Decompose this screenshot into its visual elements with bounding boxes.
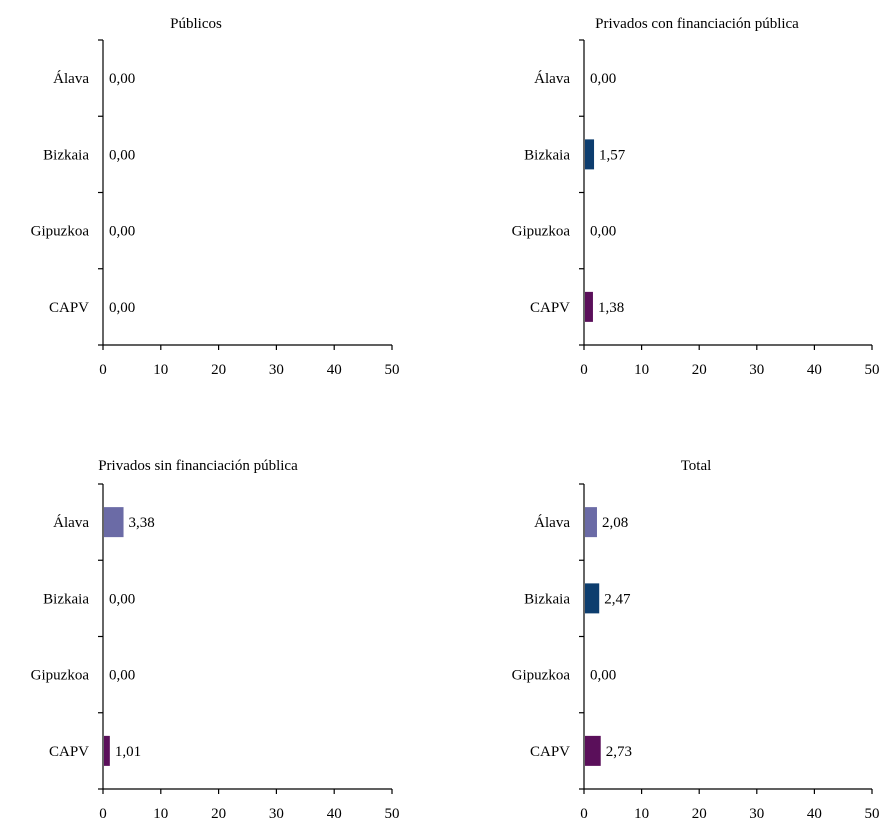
x-tick-label: 40 xyxy=(807,806,822,822)
x-tick-label: 20 xyxy=(211,362,226,378)
x-tick-label: 10 xyxy=(634,362,649,378)
x-tick-label: 50 xyxy=(865,806,880,822)
category-label-gipuzkoa: Gipuzkoa xyxy=(512,668,571,684)
bar-capv xyxy=(585,735,601,766)
x-tick-label: 50 xyxy=(385,806,400,822)
chart-title: Privados con financiación pública xyxy=(595,16,799,32)
category-label-capv: CAPV xyxy=(530,744,570,760)
value-label-gipuzkoa: 0,00 xyxy=(109,668,135,684)
value-label-alava: 3,38 xyxy=(129,515,155,531)
chart-title: Públicos xyxy=(170,16,222,32)
bar-bizkaia xyxy=(585,583,600,614)
category-label-capv: CAPV xyxy=(49,744,89,760)
x-tick-label: 0 xyxy=(99,806,107,822)
category-label-alava: Álava xyxy=(53,70,89,87)
chart-title: Total xyxy=(681,458,712,474)
x-tick-label: 0 xyxy=(580,362,588,378)
x-tick-label: 10 xyxy=(634,806,649,822)
x-tick-label: 40 xyxy=(327,806,342,822)
chart-panel-privados-con-financiacion: Privados con financiación pública 0 10 20 30… xyxy=(512,16,880,378)
x-tick-label: 40 xyxy=(327,362,342,378)
category-label-gipuzkoa: Gipuzkoa xyxy=(512,224,571,240)
category-label-alava: Álava xyxy=(53,514,89,531)
x-tick-label: 20 xyxy=(692,362,707,378)
bar-capv xyxy=(585,291,593,322)
x-tick-label: 30 xyxy=(749,362,764,378)
category-label-capv: CAPV xyxy=(530,300,570,316)
category-label-bizkaia: Bizkaia xyxy=(43,591,89,607)
category-label-gipuzkoa: Gipuzkoa xyxy=(31,224,90,240)
bar-alava xyxy=(104,507,124,538)
value-label-capv: 1,38 xyxy=(598,300,624,316)
value-label-gipuzkoa: 0,00 xyxy=(590,224,616,240)
x-tick-label: 10 xyxy=(153,362,168,378)
chart-panel-publicos: Públicos 0 10 20 30 40 50 Álava 0,00 Bizkaia 0,00 G… xyxy=(31,16,400,378)
value-label-alava: 2,08 xyxy=(602,515,628,531)
x-tick-label: 0 xyxy=(99,362,107,378)
x-tick-label: 50 xyxy=(385,362,400,378)
x-tick-label: 20 xyxy=(692,806,707,822)
value-label-bizkaia: 0,00 xyxy=(109,591,135,607)
category-label-gipuzkoa: Gipuzkoa xyxy=(31,668,90,684)
value-label-bizkaia: 2,47 xyxy=(604,591,631,607)
category-label-bizkaia: Bizkaia xyxy=(524,147,570,163)
bar-alava xyxy=(585,507,597,538)
value-label-alava: 0,00 xyxy=(590,71,616,87)
category-label-bizkaia: Bizkaia xyxy=(524,591,570,607)
bar-bizkaia xyxy=(585,139,595,170)
value-label-capv: 0,00 xyxy=(109,300,135,316)
value-label-gipuzkoa: 0,00 xyxy=(109,224,135,240)
chart-title: Privados sin financiación pública xyxy=(98,458,298,474)
category-label-alava: Álava xyxy=(534,514,570,531)
value-label-capv: 2,73 xyxy=(606,744,632,760)
x-tick-label: 50 xyxy=(865,362,880,378)
value-label-bizkaia: 1,57 xyxy=(599,147,626,163)
value-label-alava: 0,00 xyxy=(109,71,135,87)
chart-panel-privados-sin-financiacion: Privados sin financiación pública 0 10 20 30… xyxy=(31,458,400,822)
category-label-capv: CAPV xyxy=(49,300,89,316)
x-tick-label: 30 xyxy=(269,806,284,822)
category-label-bizkaia: Bizkaia xyxy=(43,147,89,163)
x-tick-label: 0 xyxy=(580,806,588,822)
value-label-bizkaia: 0,00 xyxy=(109,147,135,163)
x-tick-label: 30 xyxy=(269,362,284,378)
x-tick-label: 10 xyxy=(153,806,168,822)
value-label-capv: 1,01 xyxy=(115,744,141,760)
bar-capv xyxy=(104,735,110,766)
x-tick-label: 30 xyxy=(749,806,764,822)
value-label-gipuzkoa: 0,00 xyxy=(590,668,616,684)
x-tick-label: 40 xyxy=(807,362,822,378)
chart-panel-total: Total 0 10 20 30 40 50 Álava 2,08 Bizkaia 2,47 Gipu… xyxy=(512,458,880,822)
x-tick-label: 20 xyxy=(211,806,226,822)
category-label-alava: Álava xyxy=(534,70,570,87)
